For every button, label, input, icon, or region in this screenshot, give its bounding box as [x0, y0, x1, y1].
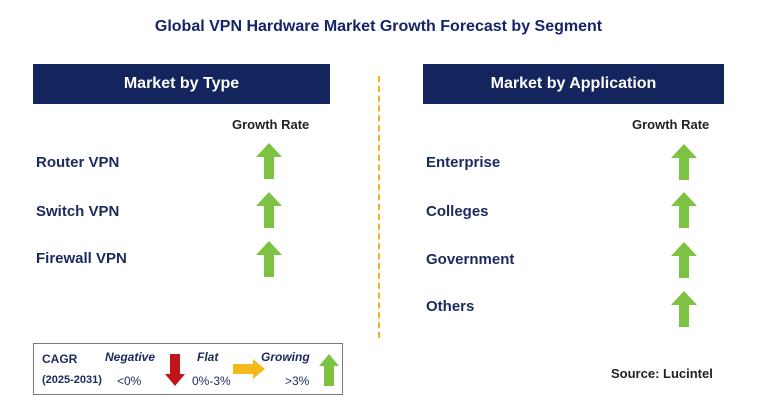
up-arrow-icon: [671, 144, 697, 180]
legend-period: (2025-2031): [42, 374, 102, 386]
legend-flat-label: Flat: [197, 350, 219, 364]
source-label: Source: Lucintel: [611, 366, 713, 381]
row-label-others: Others: [426, 298, 475, 315]
right-growth-rate-label: Growth Rate: [632, 117, 710, 132]
up-arrow-icon: [256, 192, 282, 228]
legend-negative-label: Negative: [105, 350, 156, 364]
row-label-enterprise: Enterprise: [426, 154, 501, 171]
market-by-type-header: Market by Type: [33, 64, 330, 104]
row-label-switch-vpn: Switch VPN: [36, 203, 120, 220]
row-label-colleges: Colleges: [426, 203, 489, 220]
up-arrow-icon: [671, 242, 697, 278]
legend-growing-range: >3%: [285, 374, 310, 388]
down-arrow-icon: [165, 354, 185, 386]
up-arrow-icon: [319, 354, 339, 386]
legend-cagr-label: CAGR: [42, 352, 78, 366]
cagr-legend: CAGR (2025-2031) Negative <0% Flat 0%-3%…: [33, 343, 343, 395]
legend-negative-range: <0%: [117, 374, 142, 388]
page-title: Global VPN Hardware Market Growth Foreca…: [154, 18, 603, 35]
panel-divider: [378, 76, 380, 338]
up-arrow-icon: [671, 192, 697, 228]
up-arrow-icon: [256, 241, 282, 277]
row-label-firewall-vpn: Firewall VPN: [36, 250, 127, 267]
legend-flat-range: 0%-3%: [192, 374, 231, 388]
up-arrow-icon: [671, 291, 697, 327]
left-growth-rate-label: Growth Rate: [232, 117, 310, 132]
row-label-government: Government: [426, 251, 515, 268]
row-label-router-vpn: Router VPN: [36, 154, 120, 171]
right-arrow-icon: [233, 359, 265, 379]
market-by-application-header: Market by Application: [423, 64, 724, 104]
up-arrow-icon: [256, 143, 282, 179]
legend-growing-label: Growing: [261, 350, 310, 364]
